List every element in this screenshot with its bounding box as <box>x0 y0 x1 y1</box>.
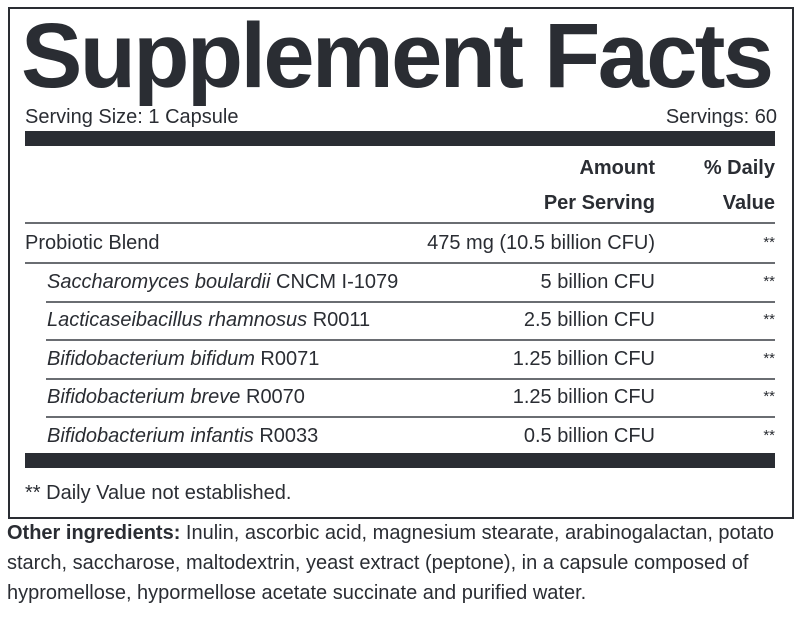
table-row: Bifidobacterium breve R0070 1.25 billion … <box>25 378 775 416</box>
ingredient-amount: 5 billion CFU <box>540 270 655 293</box>
row-divider <box>46 416 775 419</box>
column-header-row-1: Amount % Daily <box>455 157 775 180</box>
amount-header: Amount <box>579 157 655 179</box>
thin-divider <box>25 222 775 224</box>
thick-divider-bottom <box>25 453 775 468</box>
ingredient-daily-value: ** <box>763 427 775 444</box>
ingredient-name: Lacticaseibacillus rhamnosus R0011 <box>25 301 514 339</box>
column-header-row-2: Per Serving Value <box>455 192 775 215</box>
ingredient-strain: R0070 <box>240 386 305 409</box>
row-divider <box>46 339 775 342</box>
ingredient-strain: Probiotic Blend <box>25 232 160 254</box>
ingredient-species: Saccharomyces boulardii <box>47 270 271 293</box>
row-divider <box>46 377 775 380</box>
serving-size: Serving Size: 1 Capsule <box>25 106 239 128</box>
ingredient-species: Bifidobacterium bifidum <box>47 347 255 370</box>
ingredient-amount: 2.5 billion CFU <box>523 309 655 332</box>
ingredient-species: Lacticaseibacillus rhamnosus <box>47 309 308 332</box>
other-ingredients: Other ingredients: Inulin, ascorbic acid… <box>7 518 797 608</box>
other-ingredients-text: Inulin, ascorbic acid, magnesium stearat… <box>7 522 775 604</box>
ingredient-name: Probiotic Blend <box>25 224 417 262</box>
ingredient-strain: R0011 <box>307 309 371 332</box>
ingredient-daily-value: ** <box>763 311 775 329</box>
ingredient-name: Bifidobacterium bifidum R0071 <box>25 340 503 378</box>
daily-value-header-2: Value <box>722 192 775 214</box>
other-ingredients-label: Other ingredients: <box>7 522 181 544</box>
supplement-facts-panel: Supplement Facts Serving Size: 1 Capsule… <box>8 7 794 519</box>
ingredient-amount: 1.25 billion CFU <box>512 347 655 370</box>
ingredient-amount: 0.5 billion CFU <box>523 425 655 447</box>
amount-header-2: Per Serving <box>543 192 655 214</box>
footnote: ** Daily Value not established. <box>25 482 292 504</box>
ingredient-amount: 475 mg (10.5 billion CFU) <box>427 232 655 254</box>
ingredient-name: Saccharomyces boulardii CNCM I-1079 <box>25 263 531 301</box>
ingredient-strain: CNCM I-1079 <box>270 270 399 293</box>
row-divider <box>46 300 775 303</box>
ingredient-strain: R0033 <box>253 425 319 447</box>
table-row: Probiotic Blend 475 mg (10.5 billion CFU)… <box>25 224 775 262</box>
ingredient-daily-value: ** <box>763 349 775 367</box>
ingredient-amount: 1.25 billion CFU <box>512 386 655 409</box>
serving-info: Serving Size: 1 Capsule Servings: 60 <box>25 106 777 128</box>
ingredient-name: Bifidobacterium infantis R0033 <box>25 417 514 455</box>
ingredient-species: Bifidobacterium breve <box>47 386 241 409</box>
ingredient-species: Bifidobacterium infantis <box>47 425 254 447</box>
table-row: Bifidobacterium bifidum R0071 1.25 billio… <box>25 340 775 378</box>
ingredient-daily-value: ** <box>763 234 775 251</box>
panel-title: Supplement Facts <box>21 5 774 107</box>
ingredient-daily-value: ** <box>763 272 775 290</box>
daily-value-header: % Daily <box>703 157 775 179</box>
row-divider <box>25 262 775 264</box>
ingredient-strain: R0071 <box>254 347 320 370</box>
table-row: Bifidobacterium infantis R0033 0.5 billio… <box>25 417 775 455</box>
ingredient-name: Bifidobacterium breve R0070 <box>25 378 503 416</box>
table-row: Lacticaseibacillus rhamnosus R0011 2.5 bi… <box>25 301 775 339</box>
servings-per-container: Servings: 60 <box>665 106 777 128</box>
table-row: Saccharomyces boulardii CNCM I-1079 5 bil… <box>25 263 775 301</box>
ingredient-daily-value: ** <box>763 388 775 406</box>
thick-divider <box>25 131 775 146</box>
